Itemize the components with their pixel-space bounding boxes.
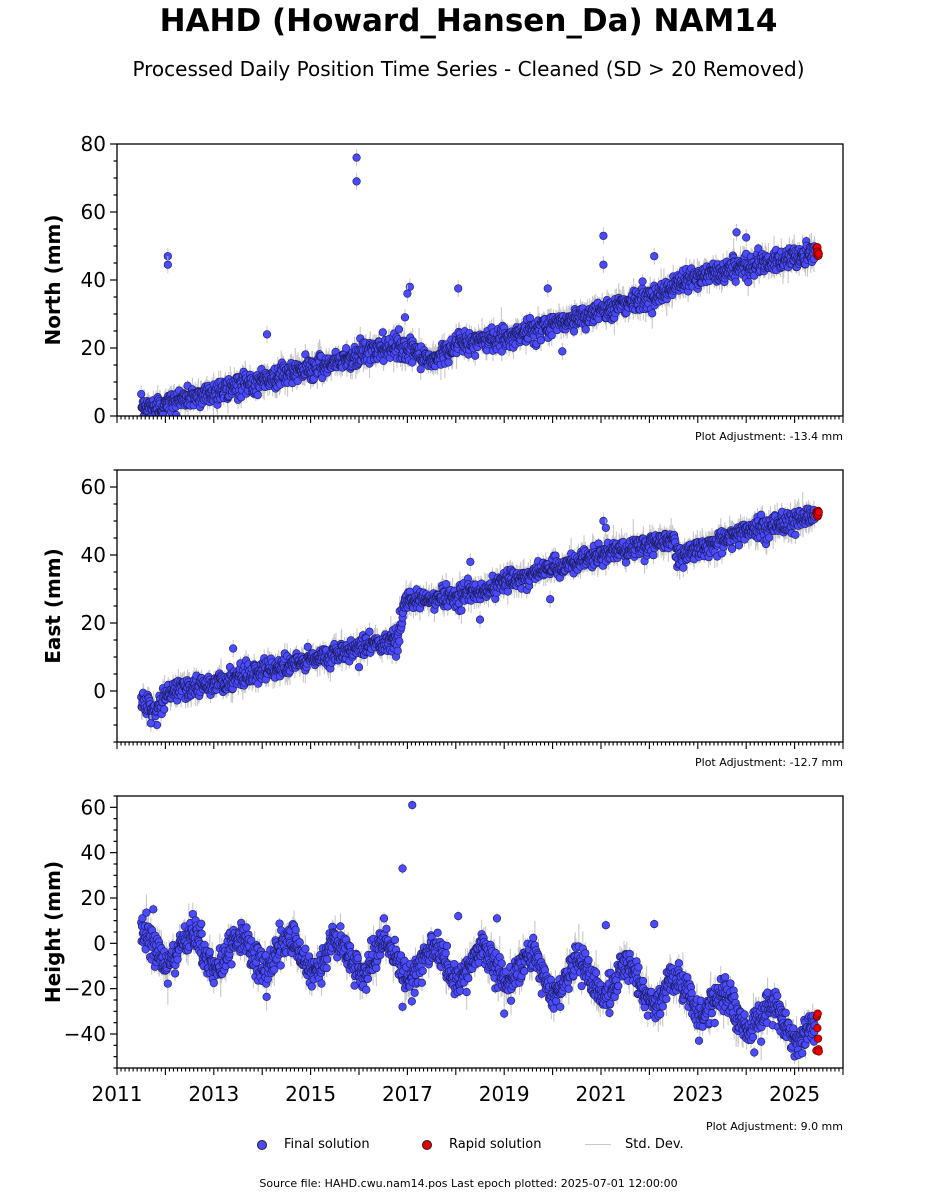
final-point [569,327,579,336]
y-tick-label: 40 [81,268,106,292]
final-point [731,277,740,286]
panel-1: 0 20 40 60 80 North (mm) Plot Adjustment: -13.… [41,132,844,443]
final-point-outlier [599,231,608,240]
final-point-outlier [352,177,361,186]
final-point [408,358,417,367]
final-point [754,244,763,253]
final-point-outlier [599,260,608,269]
final-point [394,325,404,334]
final-point-outlier [454,284,463,293]
final-point [471,351,480,360]
y-axis-label: North (mm) [41,214,65,345]
final-point-outlier [742,233,751,242]
rapid-solution-points [812,243,823,261]
plot-area [137,149,823,416]
final-point [547,331,556,340]
rapid-point [814,249,823,258]
y-tick-label: 0 [93,404,106,428]
final-point [444,358,453,367]
final-solution-points [137,237,819,416]
final-point-outlier [163,260,172,269]
chart-subtitle: Processed Daily Position Time Series - C… [132,57,805,81]
plot-adjustment-note: Plot Adjustment: -13.4 mm [695,430,843,443]
final-point [648,309,657,318]
std-dev-bars [140,492,816,732]
y-tick-label: 20 [81,336,106,360]
final-point [744,278,753,287]
final-point [536,336,546,345]
final-point [253,390,262,400]
final-point [497,347,506,356]
chart-title: HAHD (Howard_Hansen_Da) NAM14 [159,3,778,39]
final-point-outlier [558,347,567,356]
y-tick-label: 60 [81,200,106,224]
final-point [416,365,425,374]
final-point-outlier [650,252,659,261]
final-point-outlier [352,153,361,162]
final-point-outlier [732,228,741,237]
final-point-outlier [403,289,412,298]
final-point [638,277,647,286]
final-point-outlier [262,330,272,339]
y-tick-label: 80 [81,132,106,156]
final-point-outlier [400,313,410,322]
final-point [581,325,590,334]
plot-area [137,492,823,732]
final-point-outlier [543,284,552,293]
final-point [172,410,181,416]
final-point [137,390,146,399]
final-point [378,328,387,337]
final-point [341,344,351,353]
